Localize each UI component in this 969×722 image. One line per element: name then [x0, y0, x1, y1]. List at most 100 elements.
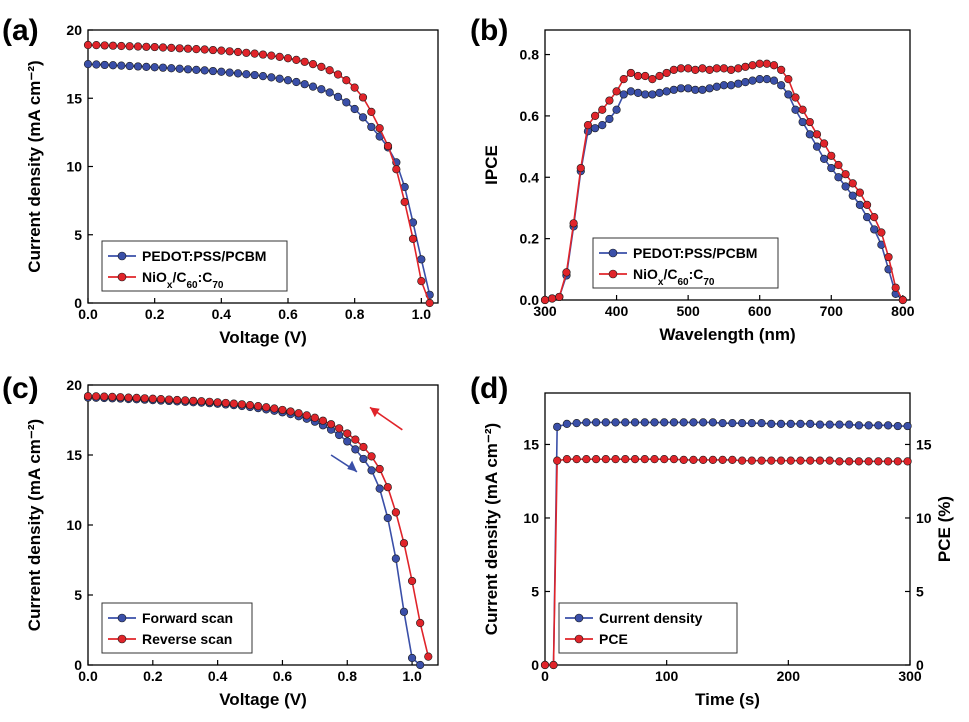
data-point	[812, 130, 822, 139]
data-point	[640, 455, 649, 464]
data-point	[776, 456, 786, 465]
data-point	[100, 392, 109, 401]
data-point	[242, 48, 251, 57]
data-point	[679, 418, 688, 427]
data-point	[728, 455, 737, 464]
data-point	[728, 419, 737, 428]
data-point	[562, 419, 572, 428]
data-point	[183, 44, 193, 53]
data-point	[621, 418, 630, 427]
data-point	[350, 104, 359, 114]
data-point	[326, 420, 336, 429]
data-point	[891, 283, 900, 292]
legend-swatch-marker	[117, 634, 127, 644]
data-point	[669, 65, 678, 74]
legend-box	[558, 602, 738, 654]
data-point	[855, 200, 865, 209]
data-point	[164, 395, 174, 404]
data-point	[83, 60, 93, 69]
data-point	[213, 398, 222, 407]
data-point	[591, 455, 601, 464]
data-point	[640, 418, 649, 427]
y2-tick-label: 15	[916, 436, 932, 452]
data-point	[648, 74, 657, 84]
data-point	[834, 160, 843, 170]
data-point	[769, 76, 779, 85]
x-tick-label: 0	[541, 668, 549, 684]
data-point	[424, 652, 433, 661]
data-point	[270, 404, 279, 413]
y-tick-label: 5	[74, 587, 82, 603]
data-point	[383, 141, 393, 151]
data-point	[325, 66, 334, 75]
x-tick-label: 1.0	[412, 306, 432, 322]
data-point	[757, 419, 766, 428]
data-point	[691, 65, 700, 74]
data-point	[225, 68, 234, 77]
data-point	[612, 105, 621, 114]
data-point	[582, 455, 591, 464]
legend-label: PCE	[599, 631, 628, 647]
data-point	[407, 576, 417, 586]
data-point	[342, 76, 351, 85]
data-point	[870, 225, 879, 234]
y-tick-label: 0.8	[520, 47, 540, 63]
data-point	[548, 294, 557, 303]
y-tick-label: 5	[74, 227, 82, 243]
data-point	[158, 43, 168, 52]
data-point	[117, 41, 126, 51]
legend-box	[101, 240, 288, 292]
data-point	[258, 72, 268, 81]
data-point	[540, 295, 550, 305]
data-point	[605, 114, 614, 124]
data-point	[815, 420, 825, 429]
data-point	[189, 396, 198, 405]
data-point	[684, 64, 693, 73]
x-tick-label: 300	[898, 668, 922, 684]
data-point	[590, 124, 600, 133]
data-point	[308, 60, 318, 69]
data-point	[841, 182, 850, 191]
data-point	[660, 455, 669, 464]
data-point	[308, 82, 318, 91]
x-tick-label: 0.6	[273, 668, 293, 684]
data-point	[367, 122, 376, 132]
data-point	[233, 69, 243, 78]
data-point	[598, 121, 607, 130]
data-point	[275, 52, 284, 61]
data-point	[407, 653, 417, 663]
x-axis-label: Wavelength (nm)	[659, 325, 795, 344]
y2-axis-label: PCE (%)	[935, 496, 954, 562]
data-point	[662, 68, 671, 78]
data-point	[167, 64, 176, 73]
data-point	[333, 92, 343, 101]
data-point	[805, 130, 814, 139]
data-point	[351, 435, 360, 444]
data-point	[591, 418, 601, 427]
data-point	[237, 400, 247, 409]
data-point	[250, 70, 259, 80]
data-point	[854, 421, 864, 430]
data-point	[292, 55, 301, 64]
data-point	[351, 445, 360, 454]
x-tick-label: 300	[533, 303, 557, 319]
data-point	[350, 83, 359, 92]
y-tick-label: 20	[66, 377, 82, 393]
y-tick-label: 15	[66, 90, 82, 106]
data-point	[676, 84, 686, 93]
legend-swatch-marker	[608, 248, 618, 258]
x-tick-label: 400	[605, 303, 629, 319]
data-point	[200, 45, 209, 54]
data-point	[292, 77, 301, 87]
data-point	[698, 85, 707, 94]
data-point	[718, 455, 727, 464]
data-point	[358, 93, 368, 102]
plot-frame	[544, 29, 911, 301]
data-point	[708, 455, 718, 464]
data-point	[855, 188, 865, 197]
data-point	[175, 64, 184, 73]
y-tick-label: 15	[523, 436, 539, 452]
data-point	[611, 418, 620, 427]
data-point	[708, 418, 718, 427]
